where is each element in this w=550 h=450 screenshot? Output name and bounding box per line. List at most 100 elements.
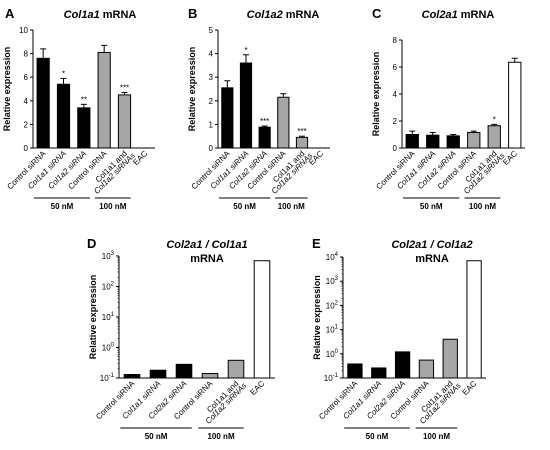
significance-label: *** [120, 84, 129, 93]
bar [487, 125, 501, 149]
bar [149, 369, 167, 379]
bar [56, 83, 71, 149]
bar [239, 62, 253, 149]
bar [36, 57, 50, 149]
group-label: 100 nM [423, 432, 450, 441]
x-tick-label: EAC [248, 379, 266, 397]
chart-title-line2: mRNA [415, 253, 449, 265]
chart-title: Col2a1 / Col1a2 [391, 239, 472, 251]
y-tick-label: 10-1 [100, 373, 115, 383]
bar [97, 51, 111, 149]
y-axis-label: Relative expression [187, 47, 197, 132]
y-tick-label: 1 [209, 120, 214, 129]
chart-title: Col1a1 mRNA [64, 9, 137, 21]
bar [347, 363, 363, 379]
y-tick-label: 10 [19, 26, 28, 35]
group-label: 50 nM [51, 202, 74, 211]
y-axis-label: Relative expression [88, 275, 98, 360]
y-tick-label: 100 [326, 349, 339, 359]
bar [426, 134, 440, 149]
bar [253, 260, 271, 379]
bar [466, 260, 482, 379]
y-axis-label: Relative expression [312, 275, 322, 360]
group-label: 50 nM [420, 202, 443, 211]
bar [418, 359, 435, 379]
chart-title: Col1a2 mRNA [247, 9, 320, 21]
y-tick-label: 0 [393, 144, 398, 153]
group-label: 50 nM [233, 202, 256, 211]
chart-title-line2: mRNA [190, 253, 224, 265]
bar [77, 107, 91, 149]
significance-label: * [493, 115, 496, 124]
y-tick-label: 2 [209, 97, 214, 106]
chart-title: Col2a1 mRNA [422, 9, 495, 21]
y-tick-label: 102 [102, 282, 115, 292]
bar [221, 87, 234, 149]
bar [175, 363, 193, 379]
y-tick-label: 8 [393, 36, 398, 45]
bar [227, 359, 245, 379]
y-tick-label: 3 [209, 73, 214, 82]
bar [442, 338, 458, 379]
y-tick-label: 103 [102, 251, 115, 261]
y-tick-label: 0 [24, 144, 29, 153]
y-tick-label: 10-1 [324, 373, 339, 383]
bar [467, 131, 481, 149]
y-tick-label: 102 [326, 300, 339, 310]
y-tick-label: 104 [326, 252, 339, 262]
x-tick-label: EAC [307, 149, 325, 167]
bar [258, 126, 271, 149]
y-tick-label: 2 [24, 120, 29, 129]
group-label: 50 nM [366, 432, 389, 441]
bar [277, 96, 290, 149]
chart-panel-e: E Col2a1 / Col1a2 mRNA 10-1 100 101 102 103 104 R… [312, 236, 486, 441]
y-tick-label: 4 [24, 97, 29, 106]
bar [295, 136, 309, 149]
y-tick-label: 8 [24, 50, 29, 59]
y-tick-label: 100 [102, 343, 115, 353]
y-tick-label: 4 [209, 50, 214, 59]
panel-label: C [372, 6, 382, 21]
panel-label: D [87, 236, 96, 251]
group-label: 100 nM [99, 202, 126, 211]
panel-label: A [5, 6, 15, 21]
bar [371, 367, 387, 379]
y-tick-label: 101 [102, 312, 115, 322]
bar [394, 351, 411, 379]
bar [405, 134, 419, 149]
y-tick-label: 4 [393, 90, 398, 99]
significance-label: ** [81, 95, 87, 104]
y-tick-label: 2 [393, 117, 398, 126]
significance-label: *** [260, 117, 269, 126]
bar [123, 374, 141, 379]
y-axis-label: Relative expression [371, 52, 381, 137]
bar [446, 135, 460, 149]
x-tick-label: EAC [131, 149, 149, 167]
y-tick-label: 5 [209, 26, 214, 35]
panel-label: B [188, 6, 197, 21]
chart-title: Col2a1 / Col1a1 [166, 239, 247, 251]
y-tick-label: 103 [326, 276, 339, 286]
significance-label: *** [297, 127, 306, 136]
group-label: 100 nM [469, 202, 496, 211]
significance-label: * [62, 69, 65, 78]
group-label: 100 nM [278, 202, 305, 211]
bar [117, 94, 132, 149]
panel-label: E [312, 236, 321, 251]
bar [508, 61, 522, 149]
y-tick-label: 101 [326, 325, 339, 335]
y-axis-label: Relative expression [2, 47, 12, 132]
group-label: 100 nM [207, 432, 234, 441]
bar [201, 373, 219, 379]
x-tick-label: EAC [501, 149, 519, 167]
chart-panel-d: D Col2a1 / Col1a1 mRNA 10-1 100 101 102 103 Rela… [87, 236, 275, 441]
significance-label: * [244, 46, 247, 55]
x-tick-label: EAC [460, 379, 478, 397]
y-tick-label: 6 [393, 63, 398, 72]
group-label: 50 nM [145, 432, 168, 441]
y-tick-label: 0 [209, 144, 214, 153]
